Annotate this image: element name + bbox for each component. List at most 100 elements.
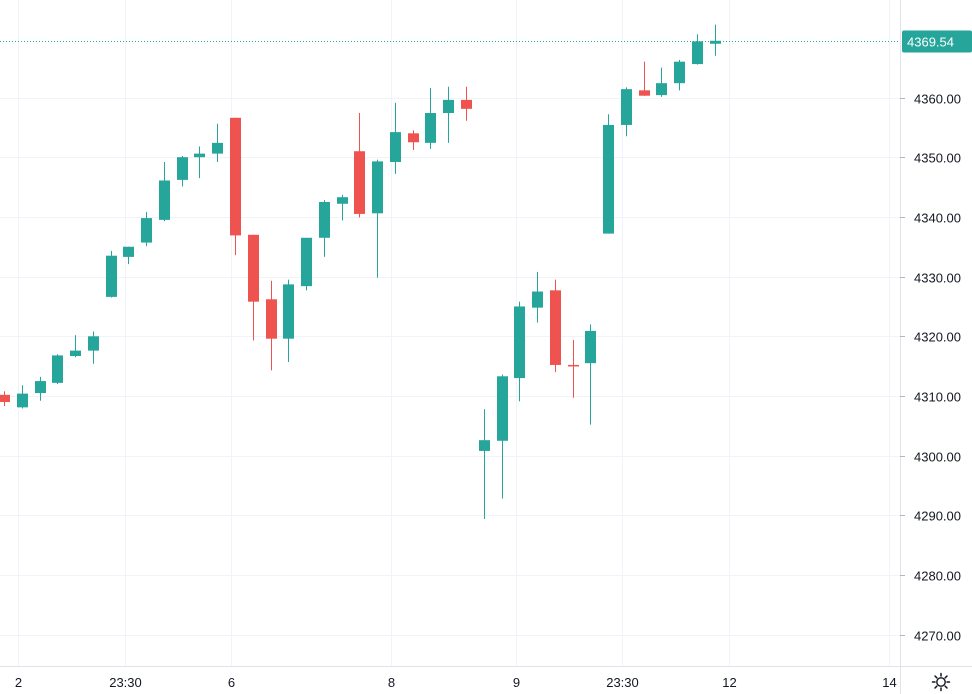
candle-body <box>532 291 543 308</box>
x-tick-label: 14 <box>882 675 896 690</box>
candle-body <box>17 393 28 408</box>
last-price-tag: 4369.54 <box>902 30 972 53</box>
candle <box>123 246 134 265</box>
candles <box>0 24 721 519</box>
gear-icon <box>931 672 951 692</box>
y-tick-label: 4300.00 <box>914 450 961 465</box>
candle <box>248 234 259 341</box>
x-tick-label: 6 <box>228 675 235 690</box>
y-tick-label: 4330.00 <box>914 271 961 286</box>
candle <box>621 87 632 137</box>
candle-body <box>603 124 614 234</box>
x-tick-label: 8 <box>388 675 395 690</box>
candle-body <box>70 350 81 357</box>
chart-settings-button[interactable] <box>928 670 954 694</box>
last-price-label: 4369.54 <box>907 35 954 50</box>
candle-body <box>319 201 330 238</box>
candle-body <box>230 117 241 236</box>
candle <box>692 34 703 65</box>
y-tick-label: 4310.00 <box>914 390 961 405</box>
x-tick-label: 12 <box>722 675 736 690</box>
last-price-badge <box>902 30 972 53</box>
candle <box>372 159 383 278</box>
candle <box>337 194 348 221</box>
y-tick-label: 4340.00 <box>914 211 961 226</box>
candle <box>408 130 419 151</box>
candle-body <box>88 336 99 351</box>
candle <box>230 117 241 256</box>
candle <box>514 301 525 402</box>
candle-body <box>141 218 152 243</box>
candle <box>52 354 63 385</box>
candle <box>550 279 561 373</box>
candle-body <box>212 142 223 154</box>
y-tick-label: 4350.00 <box>914 151 961 166</box>
candle-body <box>123 246 134 257</box>
y-tick-label: 4270.00 <box>914 629 961 644</box>
candle-body <box>656 83 667 96</box>
candle-body <box>0 394 10 402</box>
candle <box>35 376 46 401</box>
candle-body <box>266 299 277 339</box>
candle <box>674 59 685 91</box>
candle <box>603 114 614 234</box>
candle <box>497 374 508 499</box>
candle <box>656 67 667 97</box>
candle <box>177 156 188 187</box>
candle-body <box>52 355 63 383</box>
y-tick-label: 4360.00 <box>914 92 961 107</box>
candle-body <box>106 255 117 297</box>
time-axis[interactable]: 2 23:30 6 8 9 23:30 12 14 <box>15 675 897 690</box>
candle <box>159 161 170 222</box>
candle-body <box>514 306 525 379</box>
candle-body <box>354 151 365 214</box>
candle <box>283 279 294 362</box>
y-tick-label: 4290.00 <box>914 509 961 524</box>
candle <box>461 86 472 121</box>
candle-body <box>337 197 348 204</box>
candle <box>479 409 490 519</box>
candle <box>532 271 543 323</box>
candle <box>17 385 28 409</box>
x-tick-label: 23:30 <box>606 675 639 690</box>
candle-body <box>585 330 596 364</box>
candle <box>266 280 277 371</box>
candle-body <box>35 381 46 394</box>
candle <box>639 61 650 96</box>
candle <box>354 113 365 218</box>
candle <box>212 123 223 162</box>
candle <box>425 87 436 149</box>
candle <box>0 391 10 407</box>
candle <box>301 237 312 291</box>
candle-body <box>710 40 721 44</box>
grid-lines <box>0 0 900 666</box>
x-tick-label: 23:30 <box>109 675 142 690</box>
candle <box>70 335 81 358</box>
candle <box>194 146 205 179</box>
candle <box>88 331 99 364</box>
price-axis[interactable]: 4270.00 4280.00 4290.00 4300.00 4310.00 4320.… <box>900 92 961 644</box>
candle <box>710 24 721 56</box>
x-tick-label: 9 <box>513 675 520 690</box>
candle-body <box>497 376 508 441</box>
candle-body <box>425 113 436 143</box>
candle-body <box>408 133 419 143</box>
y-tick-label: 4320.00 <box>914 330 961 345</box>
candle-body <box>248 234 259 302</box>
candle-body <box>283 284 294 339</box>
candle-body <box>674 61 685 84</box>
candle <box>585 324 596 425</box>
candle <box>319 200 330 257</box>
candle <box>141 212 152 247</box>
candle <box>568 339 579 398</box>
candle-body <box>443 99 454 114</box>
candle <box>106 250 117 298</box>
candle-body <box>639 90 650 96</box>
candle <box>390 102 401 174</box>
candle <box>443 86 454 143</box>
x-tick-label: 2 <box>15 675 22 690</box>
candle-body <box>479 440 490 451</box>
candle-body <box>550 290 561 365</box>
candle-body <box>372 161 383 214</box>
